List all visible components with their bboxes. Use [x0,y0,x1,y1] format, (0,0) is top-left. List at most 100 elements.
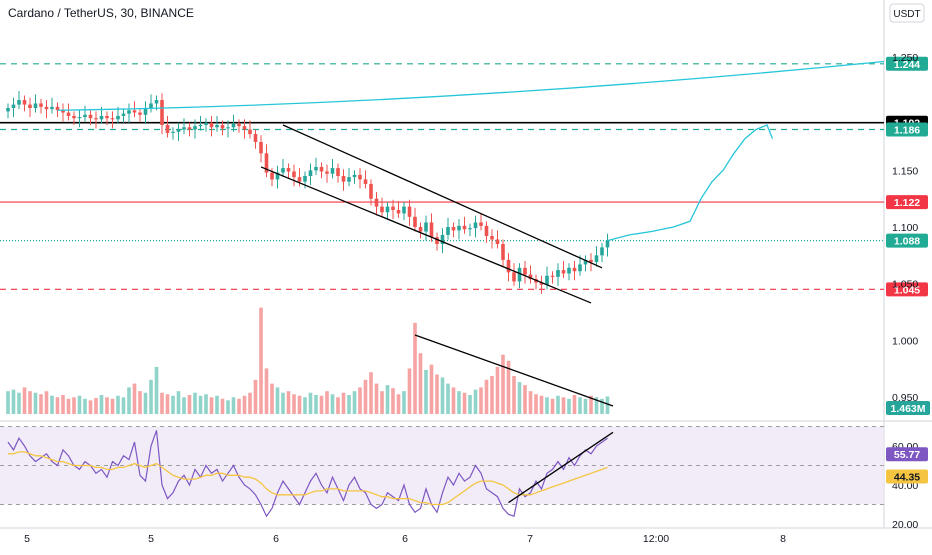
candle-body [237,123,241,127]
candle-body [358,174,362,180]
volume-bar [204,394,208,414]
volume-bar [33,392,38,414]
candle-body [479,222,483,226]
candle-body [165,125,170,133]
volume-bar [171,395,175,414]
candle-body [11,104,16,108]
time-tick: 8 [780,533,786,545]
volume-bar [479,387,483,414]
volume-bars [6,307,610,414]
candle-body [451,227,456,231]
level-tag-label: 1.244 [894,59,920,71]
candle-body [297,177,302,182]
volume-bar [182,397,186,414]
candle-body [160,100,164,125]
candle-body [523,267,527,275]
volume-bar [215,395,219,414]
candle-body [253,134,258,142]
volume-bar [198,395,203,414]
candle-body [154,100,159,104]
volume-bar [501,354,505,414]
volume-bar [116,395,120,414]
volume-bar [358,387,362,414]
candle-body [391,206,395,210]
rsi-ma-tag [886,469,928,484]
volume-bar [517,382,522,414]
candle-body [138,112,142,115]
volume-bar [583,398,588,414]
candle-body [319,166,324,172]
candle-body [270,172,274,180]
volume-bar [534,394,538,414]
candle-body [72,115,76,119]
candle-body [556,270,560,277]
candles [6,91,610,294]
candle-body [413,216,417,227]
candle-body [94,118,98,120]
volume-bar [253,379,258,414]
chart-title: Cardano / TetherUS, 30, BINANCE [8,6,194,20]
candle-body [605,240,610,248]
candle-body [490,236,494,240]
candle-body [286,168,291,172]
rsi-line [7,430,608,518]
volume-bar [99,395,104,414]
volume-bar [303,397,307,414]
volume-bar [275,387,280,414]
volume-bar [352,391,357,414]
candle-body [105,115,109,119]
volume-bar [226,400,230,414]
candle-body [512,272,516,282]
candle-body [385,206,390,213]
candle-body [88,114,93,119]
candle-body [330,168,335,174]
candle-body [39,103,43,107]
candle-body [61,110,65,113]
volume-bar [512,376,516,414]
candle-body [242,126,247,130]
candle-body [440,234,445,244]
volume-bar [539,395,544,414]
volume-bar [336,397,340,414]
volume-bar [440,377,445,414]
candle-body [248,129,252,135]
price-tick: 1.100 [892,222,918,234]
volume-bar [61,395,65,414]
time-tick: 6 [402,533,408,545]
volume-bar [600,398,604,414]
volume-bar [237,398,241,414]
time-axis: 5 5 6 6 7 12:00 8 [24,533,786,545]
candle-body [99,115,104,120]
candle-body [429,222,434,238]
level-tag-label: 1.186 [894,125,920,137]
level-tag-label: 1.088 [894,236,920,248]
level-tag [886,122,928,137]
candle-body [220,125,225,129]
candle-body [314,166,318,171]
rsi-tick: 20.00 [892,519,918,531]
horizontal-levels [0,63,884,290]
level-tag [886,233,928,248]
volume-bar [66,398,71,414]
candle-body [380,206,384,213]
currency-button [889,3,925,23]
volume-bar [578,397,582,414]
channel-lower-line [260,166,592,304]
candle-body [347,177,351,182]
volume-bar [88,400,93,414]
volume-bar [308,392,313,414]
channel-upper-line [282,124,603,269]
candle-body [303,176,307,182]
volume-bar [187,395,192,414]
trend-curve [57,60,885,111]
candle-body [561,270,566,274]
candle-body [336,168,340,176]
volume-bar [556,395,560,414]
volume-bar [594,397,599,414]
volume-bar [369,372,373,414]
candle-body [325,171,329,174]
volume-bar [347,395,351,414]
volume-bar [385,385,390,414]
